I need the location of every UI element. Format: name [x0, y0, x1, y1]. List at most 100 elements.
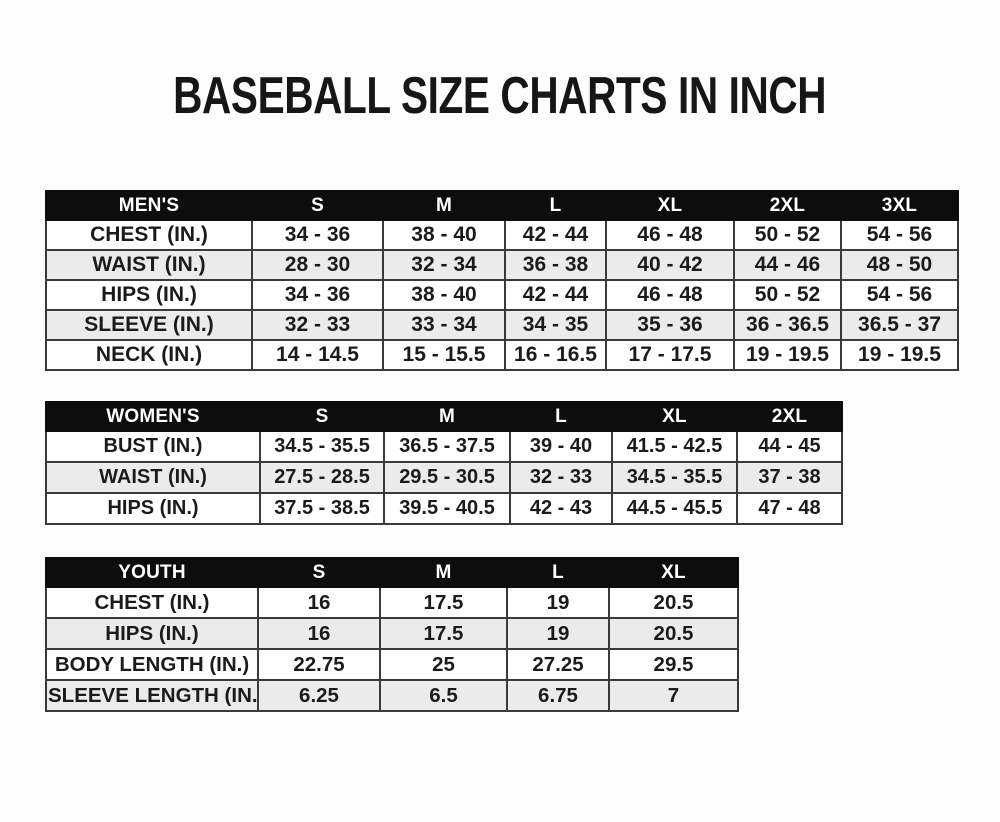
header-row: WOMEN'S S M L XL 2XL [45, 401, 843, 432]
size-value-cell: 19 - 19.5 [840, 339, 959, 371]
size-value-cell: 14 - 14.5 [251, 339, 384, 371]
measurement-label-cell: CHEST (IN.) [45, 586, 259, 619]
table-row: SLEEVE LENGTH (IN.) 6.25 6.5 6.75 7 [45, 679, 739, 712]
size-value-cell: 39 - 40 [509, 430, 613, 463]
size-column-header: XL [605, 190, 735, 221]
size-column-header: S [259, 401, 385, 432]
table-row: HIPS (IN.) 34 - 36 38 - 40 42 - 44 46 - 48 50… [45, 279, 959, 311]
measurement-label-cell: WAIST (IN.) [45, 461, 261, 494]
measurement-label-cell: CHEST (IN.) [45, 219, 253, 251]
size-value-cell: 20.5 [608, 586, 739, 619]
size-value-cell: 42 - 43 [509, 492, 613, 525]
size-value-cell: 29.5 - 30.5 [383, 461, 511, 494]
size-value-cell: 48 - 50 [840, 249, 959, 281]
header-row: MEN'S S M L XL 2XL 3XL [45, 190, 959, 221]
table-row: WAIST (IN.) 27.5 - 28.5 29.5 - 30.5 32 - 33… [45, 461, 843, 494]
size-value-cell: 47 - 48 [736, 492, 843, 525]
size-column-header: S [251, 190, 384, 221]
size-value-cell: 25 [379, 648, 508, 681]
size-column-header: M [383, 401, 511, 432]
size-value-cell: 32 - 33 [251, 309, 384, 341]
size-value-cell: 16 [257, 586, 381, 619]
size-value-cell: 40 - 42 [605, 249, 735, 281]
size-value-cell: 19 [506, 617, 610, 650]
size-column-header: XL [608, 557, 739, 588]
table-row: NECK (IN.) 14 - 14.5 15 - 15.5 16 - 16.5 17 … [45, 339, 959, 371]
size-value-cell: 39.5 - 40.5 [383, 492, 511, 525]
size-value-cell: 54 - 56 [840, 279, 959, 311]
size-column-header: 3XL [840, 190, 959, 221]
table-row: BUST (IN.) 34.5 - 35.5 36.5 - 37.5 39 - 40 4… [45, 430, 843, 463]
measurement-label-cell: NECK (IN.) [45, 339, 253, 371]
size-value-cell: 42 - 44 [504, 219, 607, 251]
size-value-cell: 6.75 [506, 679, 610, 712]
size-value-cell: 6.25 [257, 679, 381, 712]
measurement-label-cell: BUST (IN.) [45, 430, 261, 463]
size-column-header: M [382, 190, 506, 221]
size-value-cell: 35 - 36 [605, 309, 735, 341]
header-row: YOUTH S M L XL [45, 557, 739, 588]
size-value-cell: 16 - 16.5 [504, 339, 607, 371]
size-value-cell: 34.5 - 35.5 [611, 461, 738, 494]
table-row: CHEST (IN.) 34 - 36 38 - 40 42 - 44 46 - 48 5… [45, 219, 959, 251]
size-value-cell: 37.5 - 38.5 [259, 492, 385, 525]
size-value-cell: 34.5 - 35.5 [259, 430, 385, 463]
size-value-cell: 6.5 [379, 679, 508, 712]
size-value-cell: 32 - 33 [509, 461, 613, 494]
size-value-cell: 34 - 36 [251, 279, 384, 311]
size-value-cell: 32 - 34 [382, 249, 506, 281]
size-value-cell: 33 - 34 [382, 309, 506, 341]
womens-size-table: WOMEN'S S M L XL 2XL BUST (IN.) 34.5 - 35.5 36.5… [45, 401, 843, 525]
size-value-cell: 38 - 40 [382, 219, 506, 251]
measurement-label-cell: HIPS (IN.) [45, 617, 259, 650]
size-value-cell: 50 - 52 [733, 219, 842, 251]
table-row: HIPS (IN.) 37.5 - 38.5 39.5 - 40.5 42 - 43 4… [45, 492, 843, 525]
size-value-cell: 50 - 52 [733, 279, 842, 311]
size-value-cell: 19 [506, 586, 610, 619]
measurement-label-cell: HIPS (IN.) [45, 279, 253, 311]
size-value-cell: 36.5 - 37 [840, 309, 959, 341]
size-value-cell: 19 - 19.5 [733, 339, 842, 371]
table-title-cell: YOUTH [45, 557, 259, 588]
size-column-header: L [504, 190, 607, 221]
size-value-cell: 46 - 48 [605, 219, 735, 251]
size-value-cell: 44.5 - 45.5 [611, 492, 738, 525]
size-value-cell: 37 - 38 [736, 461, 843, 494]
size-value-cell: 41.5 - 42.5 [611, 430, 738, 463]
youth-size-table: YOUTH S M L XL CHEST (IN.) 16 17.5 19 20.5 HIPS (I… [45, 557, 739, 712]
table-row: WAIST (IN.) 28 - 30 32 - 34 36 - 38 40 - 42 4… [45, 249, 959, 281]
size-value-cell: 15 - 15.5 [382, 339, 506, 371]
table-row: CHEST (IN.) 16 17.5 19 20.5 [45, 586, 739, 619]
size-value-cell: 28 - 30 [251, 249, 384, 281]
size-value-cell: 34 - 35 [504, 309, 607, 341]
size-value-cell: 27.25 [506, 648, 610, 681]
size-column-header: L [509, 401, 613, 432]
table-row: SLEEVE (IN.) 32 - 33 33 - 34 34 - 35 35 - 36… [45, 309, 959, 341]
size-column-header: XL [611, 401, 738, 432]
measurement-label-cell: BODY LENGTH (IN.) [45, 648, 259, 681]
size-value-cell: 46 - 48 [605, 279, 735, 311]
size-value-cell: 27.5 - 28.5 [259, 461, 385, 494]
size-value-cell: 16 [257, 617, 381, 650]
mens-size-table: MEN'S S M L XL 2XL 3XL CHEST (IN.) 34 - 36 38 - 4… [45, 190, 959, 371]
size-value-cell: 42 - 44 [504, 279, 607, 311]
size-value-cell: 36.5 - 37.5 [383, 430, 511, 463]
measurement-label-cell: HIPS (IN.) [45, 492, 261, 525]
size-column-header: 2XL [736, 401, 843, 432]
measurement-label-cell: WAIST (IN.) [45, 249, 253, 281]
size-value-cell: 38 - 40 [382, 279, 506, 311]
size-value-cell: 34 - 36 [251, 219, 384, 251]
size-value-cell: 29.5 [608, 648, 739, 681]
size-value-cell: 22.75 [257, 648, 381, 681]
table-row: BODY LENGTH (IN.) 22.75 25 27.25 29.5 [45, 648, 739, 681]
measurement-label-cell: SLEEVE (IN.) [45, 309, 253, 341]
size-value-cell: 17 - 17.5 [605, 339, 735, 371]
size-value-cell: 54 - 56 [840, 219, 959, 251]
size-value-cell: 20.5 [608, 617, 739, 650]
table-row: HIPS (IN.) 16 17.5 19 20.5 [45, 617, 739, 650]
page-title: BASEBALL SIZE CHARTS IN INCH [0, 70, 1000, 122]
size-column-header: S [257, 557, 381, 588]
table-title-cell: WOMEN'S [45, 401, 261, 432]
size-value-cell: 36 - 38 [504, 249, 607, 281]
size-value-cell: 7 [608, 679, 739, 712]
